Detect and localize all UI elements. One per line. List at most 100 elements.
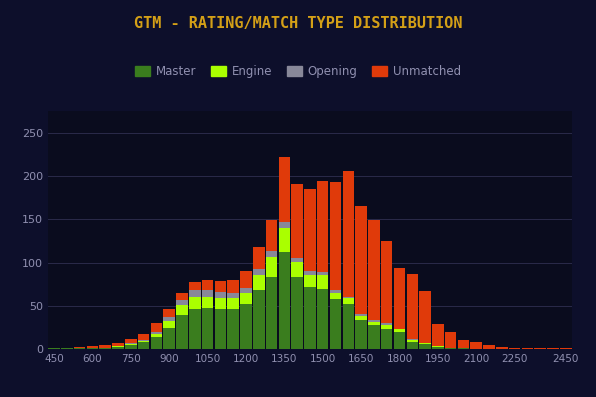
Bar bbox=[202, 308, 213, 349]
Bar bbox=[278, 157, 290, 222]
Bar bbox=[240, 304, 252, 349]
Bar bbox=[189, 282, 200, 291]
Bar bbox=[61, 348, 73, 349]
Bar bbox=[406, 339, 418, 340]
Bar bbox=[470, 341, 482, 349]
Bar bbox=[406, 274, 418, 339]
Bar bbox=[420, 343, 431, 344]
Bar bbox=[125, 339, 136, 343]
Bar bbox=[304, 275, 316, 287]
Bar bbox=[215, 281, 226, 292]
Bar bbox=[291, 258, 303, 262]
Bar bbox=[343, 304, 354, 349]
Bar bbox=[266, 220, 277, 251]
Bar bbox=[355, 206, 367, 314]
Bar bbox=[151, 324, 162, 332]
Bar bbox=[304, 287, 316, 349]
Bar bbox=[253, 269, 265, 275]
Bar bbox=[253, 291, 265, 349]
Bar bbox=[240, 270, 252, 288]
Bar bbox=[394, 330, 405, 332]
Bar bbox=[202, 291, 213, 297]
Bar bbox=[163, 308, 175, 317]
Bar bbox=[343, 297, 354, 298]
Bar bbox=[278, 252, 290, 349]
Bar bbox=[355, 314, 367, 316]
Bar bbox=[228, 298, 239, 308]
Bar bbox=[151, 337, 162, 349]
Bar bbox=[317, 275, 328, 289]
Bar bbox=[86, 346, 98, 348]
Bar bbox=[343, 298, 354, 304]
Bar bbox=[125, 345, 136, 349]
Bar bbox=[48, 348, 60, 349]
Bar bbox=[432, 324, 443, 346]
Bar bbox=[330, 291, 342, 293]
Bar bbox=[343, 171, 354, 297]
Bar bbox=[112, 347, 124, 349]
Bar bbox=[74, 347, 85, 349]
Bar bbox=[355, 316, 367, 320]
Bar bbox=[176, 300, 188, 305]
Bar bbox=[394, 329, 405, 330]
Bar bbox=[176, 305, 188, 315]
Bar bbox=[304, 272, 316, 275]
Bar bbox=[291, 278, 303, 349]
Bar bbox=[100, 348, 111, 349]
Bar bbox=[138, 341, 150, 343]
Bar bbox=[432, 346, 443, 347]
Bar bbox=[394, 268, 405, 329]
Bar bbox=[215, 298, 226, 308]
Bar bbox=[228, 280, 239, 293]
Bar bbox=[330, 293, 342, 299]
Bar bbox=[445, 332, 457, 348]
Bar bbox=[317, 181, 328, 272]
Bar bbox=[278, 228, 290, 252]
Bar bbox=[381, 329, 392, 349]
Bar bbox=[317, 272, 328, 275]
Bar bbox=[176, 293, 188, 300]
Bar bbox=[317, 289, 328, 349]
Bar bbox=[125, 344, 136, 345]
Bar bbox=[291, 184, 303, 258]
Bar bbox=[330, 182, 342, 291]
Bar bbox=[138, 343, 150, 349]
Bar bbox=[368, 320, 380, 322]
Bar bbox=[266, 278, 277, 349]
Bar bbox=[509, 348, 520, 349]
Bar bbox=[112, 343, 124, 346]
Text: GTM - RATING/MATCH TYPE DISTRIBUTION: GTM - RATING/MATCH TYPE DISTRIBUTION bbox=[134, 16, 462, 31]
Bar bbox=[215, 308, 226, 349]
Bar bbox=[151, 332, 162, 334]
Bar bbox=[278, 222, 290, 228]
Bar bbox=[240, 288, 252, 293]
Bar bbox=[266, 257, 277, 278]
Bar bbox=[458, 340, 469, 349]
Bar bbox=[381, 324, 392, 325]
Bar bbox=[330, 299, 342, 349]
Bar bbox=[215, 292, 226, 298]
Bar bbox=[406, 340, 418, 341]
Bar bbox=[368, 220, 380, 320]
Bar bbox=[368, 325, 380, 349]
Bar bbox=[138, 334, 150, 340]
Bar bbox=[189, 297, 200, 308]
Bar bbox=[394, 332, 405, 349]
Bar bbox=[228, 308, 239, 349]
Bar bbox=[496, 347, 508, 349]
Bar bbox=[163, 328, 175, 349]
Legend: Master, Engine, Opening, Unmatched: Master, Engine, Opening, Unmatched bbox=[130, 60, 466, 83]
Bar bbox=[125, 343, 136, 344]
Bar bbox=[163, 321, 175, 328]
Bar bbox=[432, 347, 443, 349]
Bar bbox=[253, 247, 265, 269]
Bar bbox=[228, 293, 239, 298]
Bar bbox=[381, 325, 392, 329]
Bar bbox=[304, 189, 316, 272]
Bar bbox=[253, 275, 265, 291]
Bar bbox=[368, 322, 380, 325]
Bar bbox=[202, 280, 213, 291]
Bar bbox=[240, 293, 252, 304]
Bar bbox=[112, 346, 124, 347]
Bar bbox=[138, 340, 150, 341]
